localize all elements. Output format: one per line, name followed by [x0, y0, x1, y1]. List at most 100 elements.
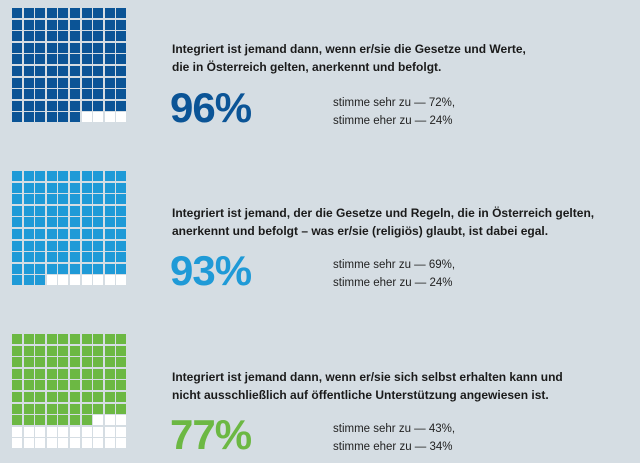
waffle-cell-filled	[69, 415, 80, 426]
waffle-cell-filled	[58, 205, 69, 216]
statement: Integriert ist jemand dann, wenn er/sie …	[172, 368, 563, 404]
waffle-cell-filled	[81, 415, 92, 426]
waffle-cell-filled	[35, 217, 46, 228]
waffle-cell-empty	[104, 415, 115, 426]
waffle-cell-filled	[69, 182, 80, 193]
waffle-cell-empty	[104, 275, 115, 286]
waffle-cell-filled	[116, 77, 127, 88]
waffle-cell-filled	[93, 42, 104, 53]
waffle-cell-filled	[58, 194, 69, 205]
waffle-cell-filled	[12, 42, 22, 53]
waffle-cell-filled	[23, 252, 34, 263]
waffle-cell-empty	[104, 112, 115, 123]
waffle-cell-filled	[23, 345, 34, 356]
waffle-cell-filled	[58, 380, 69, 391]
waffle-cell-filled	[104, 182, 115, 193]
waffle-cell-filled	[23, 77, 34, 88]
waffle-cell-filled	[93, 77, 104, 88]
waffle-cell-filled	[12, 19, 22, 30]
waffle-cell-filled	[104, 334, 115, 344]
waffle-cell-filled	[46, 182, 57, 193]
waffle-cell-filled	[35, 403, 46, 414]
waffle-cell-filled	[93, 368, 104, 379]
waffle-cell-filled	[23, 194, 34, 205]
waffle-cell-filled	[46, 391, 57, 402]
waffle-cell-filled	[12, 112, 22, 123]
waffle-cell-filled	[81, 263, 92, 274]
waffle-cell-filled	[23, 217, 34, 228]
waffle-cell-filled	[93, 380, 104, 391]
statement: Integriert ist jemand, der die Gesetze u…	[172, 204, 594, 240]
waffle-cell-filled	[46, 65, 57, 76]
waffle-cell-filled	[69, 8, 80, 18]
waffle-cell-filled	[104, 194, 115, 205]
waffle-cell-filled	[81, 89, 92, 100]
waffle-cell-filled	[116, 171, 127, 181]
waffle-cell-filled	[35, 31, 46, 42]
waffle-cell-empty	[93, 415, 104, 426]
waffle-cell-filled	[58, 42, 69, 53]
statement-line: Integriert ist jemand, der die Gesetze u…	[172, 206, 595, 220]
waffle-cell-filled	[46, 42, 57, 53]
waffle-cell-empty	[23, 426, 34, 437]
waffle-cell-empty	[69, 438, 80, 449]
waffle-cell-filled	[58, 240, 69, 251]
waffle-cell-filled	[58, 182, 69, 193]
waffle-cell-empty	[116, 415, 127, 426]
waffle-cell-filled	[23, 380, 34, 391]
waffle-cell-filled	[69, 391, 80, 402]
waffle-cell-filled	[104, 19, 115, 30]
waffle-cell-filled	[35, 275, 46, 286]
waffle-cell-filled	[35, 194, 46, 205]
waffle-cell-filled	[93, 240, 104, 251]
waffle-cell-empty	[104, 426, 115, 437]
waffle-cell-filled	[46, 217, 57, 228]
waffle-cell-empty	[23, 438, 34, 449]
waffle-cell-filled	[81, 240, 92, 251]
waffle-cell-filled	[58, 252, 69, 263]
waffle-cell-empty	[12, 438, 22, 449]
waffle-cell-filled	[69, 263, 80, 274]
waffle-cell-filled	[58, 100, 69, 111]
waffle-cell-filled	[104, 205, 115, 216]
waffle-cell-empty	[46, 438, 57, 449]
waffle-cell-filled	[58, 217, 69, 228]
waffle-cell-filled	[46, 415, 57, 426]
breakdown-strong: stimme sehr zu — 43%,	[333, 423, 456, 435]
waffle-cell-filled	[35, 100, 46, 111]
waffle-cell-empty	[81, 112, 92, 123]
waffle-cell-filled	[35, 112, 46, 123]
waffle-cell-filled	[69, 368, 80, 379]
waffle-cell-filled	[93, 100, 104, 111]
percentage-value: 77%	[170, 411, 252, 458]
waffle-cell-filled	[69, 403, 80, 414]
waffle-cell-filled	[81, 217, 92, 228]
waffle-cell-filled	[93, 263, 104, 274]
waffle-cell-empty	[35, 426, 46, 437]
waffle-cell-filled	[12, 171, 22, 181]
waffle-cell-filled	[23, 54, 34, 65]
waffle-cell-filled	[116, 182, 127, 193]
waffle-cell-filled	[46, 100, 57, 111]
waffle-cell-empty	[35, 438, 46, 449]
waffle-cell-filled	[46, 77, 57, 88]
waffle-cell-filled	[104, 240, 115, 251]
waffle-cell-filled	[81, 77, 92, 88]
waffle-cell-filled	[69, 100, 80, 111]
statement-line: Integriert ist jemand dann, wenn er/sie …	[172, 42, 526, 56]
waffle-cell-empty	[104, 438, 115, 449]
waffle-cell-empty	[81, 438, 92, 449]
waffle-cell-filled	[35, 380, 46, 391]
waffle-cell-filled	[58, 54, 69, 65]
waffle-cell-filled	[104, 252, 115, 263]
waffle-cell-filled	[104, 357, 115, 368]
waffle-cell-filled	[81, 19, 92, 30]
waffle-cell-filled	[93, 217, 104, 228]
waffle-cell-filled	[69, 194, 80, 205]
waffle-cell-filled	[81, 252, 92, 263]
waffle-cell-filled	[12, 415, 22, 426]
waffle-chart	[12, 171, 127, 286]
waffle-cell-filled	[12, 357, 22, 368]
waffle-cell-empty	[12, 426, 22, 437]
waffle-cell-filled	[35, 368, 46, 379]
